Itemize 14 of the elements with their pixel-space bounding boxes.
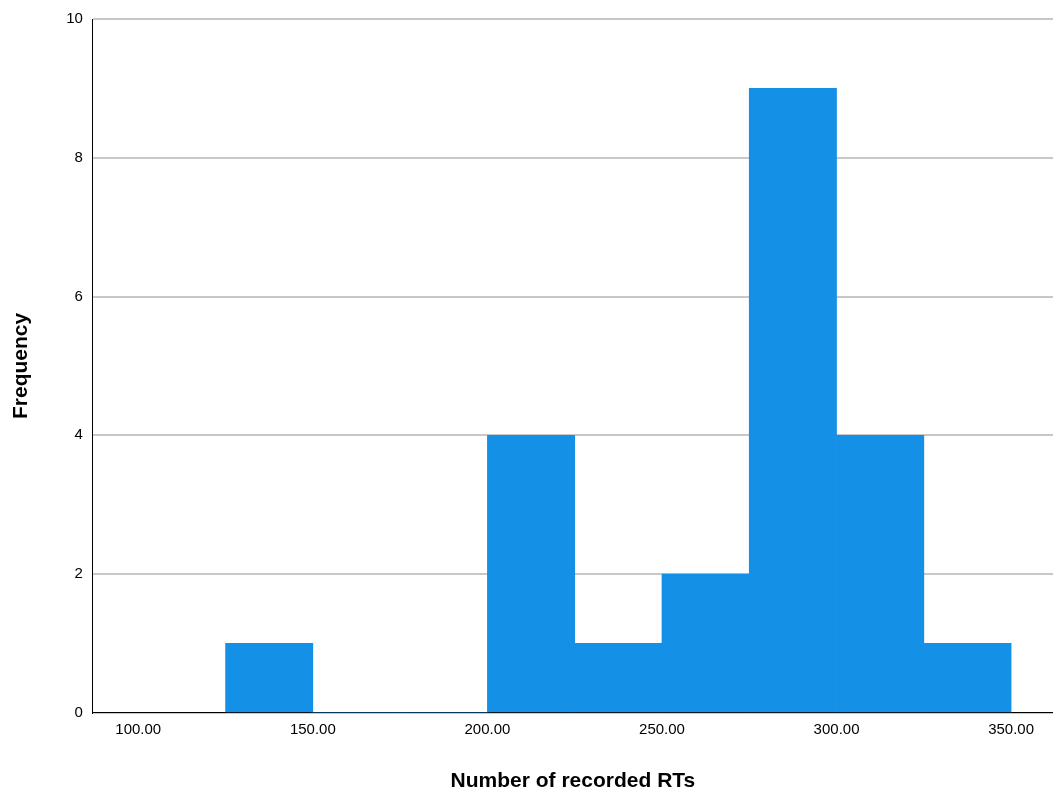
y-tick-label: 8 <box>74 147 83 165</box>
x-tick-label: 350.00 <box>988 719 1035 737</box>
y-axis-title: Frequency <box>8 312 32 419</box>
y-tick-label: 0 <box>74 702 83 720</box>
y-tick-label: 4 <box>74 425 83 443</box>
y-tick-label: 10 <box>66 9 83 27</box>
y-tick-label: 6 <box>74 286 83 304</box>
x-tick-label: 150.00 <box>289 719 336 737</box>
x-tick-label: 250.00 <box>639 719 685 737</box>
x-tick-label: 100.00 <box>115 719 162 737</box>
y-tick-label: 2 <box>74 564 83 582</box>
x-axis-title: Number of recorded RTs <box>450 768 696 792</box>
x-tick-label: 300.00 <box>813 719 860 737</box>
x-tick-label: 200.00 <box>464 719 511 737</box>
